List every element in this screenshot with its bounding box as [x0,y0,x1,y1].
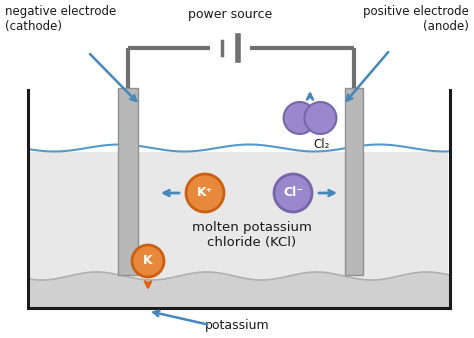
Text: molten potassium
chloride (KCl): molten potassium chloride (KCl) [192,221,312,249]
Circle shape [304,102,337,134]
Bar [345,88,363,275]
Circle shape [274,174,312,212]
Circle shape [186,174,224,212]
Polygon shape [30,152,448,306]
Text: power source: power source [188,8,272,21]
Text: K⁺: K⁺ [197,187,213,199]
Circle shape [283,102,316,134]
Text: positive electrode
(anode): positive electrode (anode) [363,5,469,33]
Text: negative electrode
(cathode): negative electrode (cathode) [5,5,116,33]
Text: K: K [143,255,153,267]
Bar [118,88,138,275]
Text: Cl⁻: Cl⁻ [283,187,303,199]
Text: potassium: potassium [205,319,269,332]
Circle shape [132,245,164,277]
Text: Cl₂: Cl₂ [314,138,330,151]
